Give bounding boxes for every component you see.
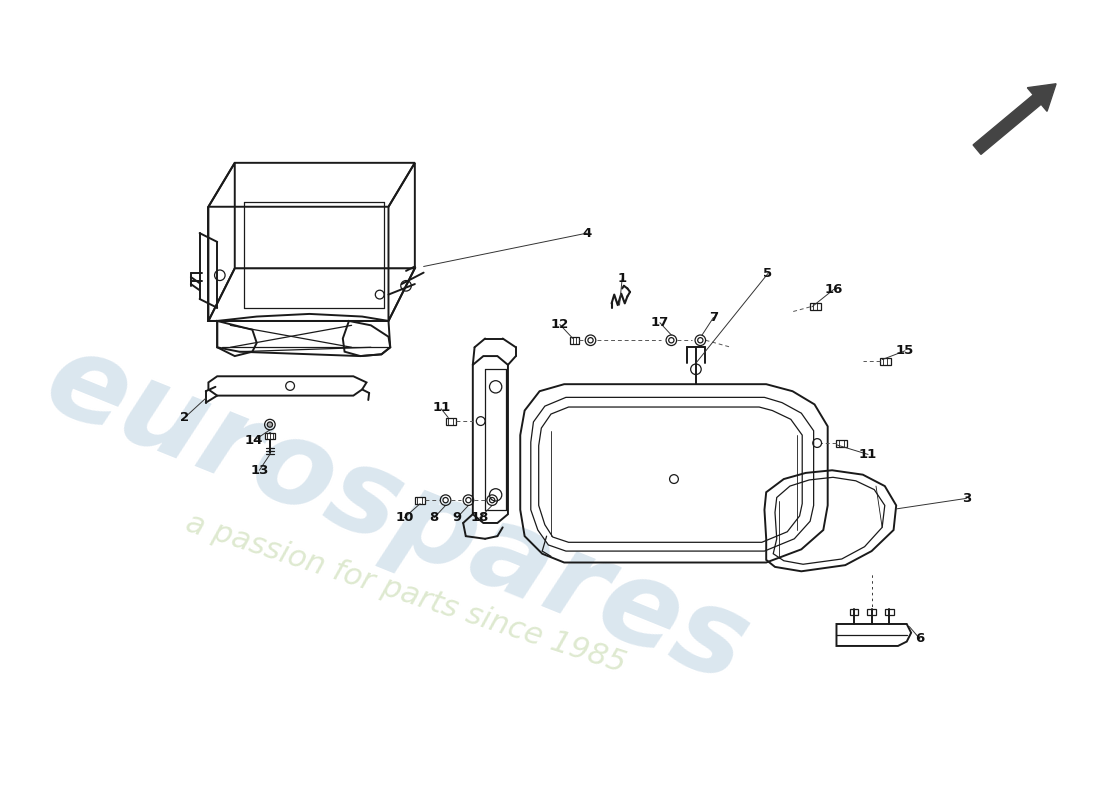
Text: 8: 8 <box>429 511 439 524</box>
FancyArrow shape <box>974 84 1056 154</box>
Text: 11: 11 <box>859 448 877 461</box>
Text: a passion for parts since 1985: a passion for parts since 1985 <box>183 508 630 678</box>
Text: 7: 7 <box>708 311 718 324</box>
Text: 4: 4 <box>582 226 592 240</box>
Text: 9: 9 <box>452 511 462 524</box>
Text: 14: 14 <box>245 434 263 447</box>
Text: 12: 12 <box>551 318 569 331</box>
Text: eurospares: eurospares <box>30 321 764 707</box>
Polygon shape <box>415 497 426 504</box>
Polygon shape <box>810 303 821 310</box>
Text: 10: 10 <box>395 511 414 524</box>
Text: 17: 17 <box>651 316 669 329</box>
Text: 11: 11 <box>432 401 450 414</box>
Polygon shape <box>836 439 847 446</box>
Polygon shape <box>446 418 456 425</box>
Text: 3: 3 <box>961 492 971 505</box>
Polygon shape <box>880 358 891 365</box>
Polygon shape <box>570 337 579 344</box>
Text: 16: 16 <box>825 283 843 296</box>
Text: 6: 6 <box>915 633 925 646</box>
Polygon shape <box>265 434 275 438</box>
Text: 13: 13 <box>250 464 268 477</box>
Text: 18: 18 <box>471 511 490 524</box>
Text: 15: 15 <box>895 344 914 358</box>
Circle shape <box>267 422 273 427</box>
Text: 5: 5 <box>763 267 772 280</box>
Text: 1: 1 <box>617 272 627 286</box>
Text: 2: 2 <box>180 411 189 424</box>
